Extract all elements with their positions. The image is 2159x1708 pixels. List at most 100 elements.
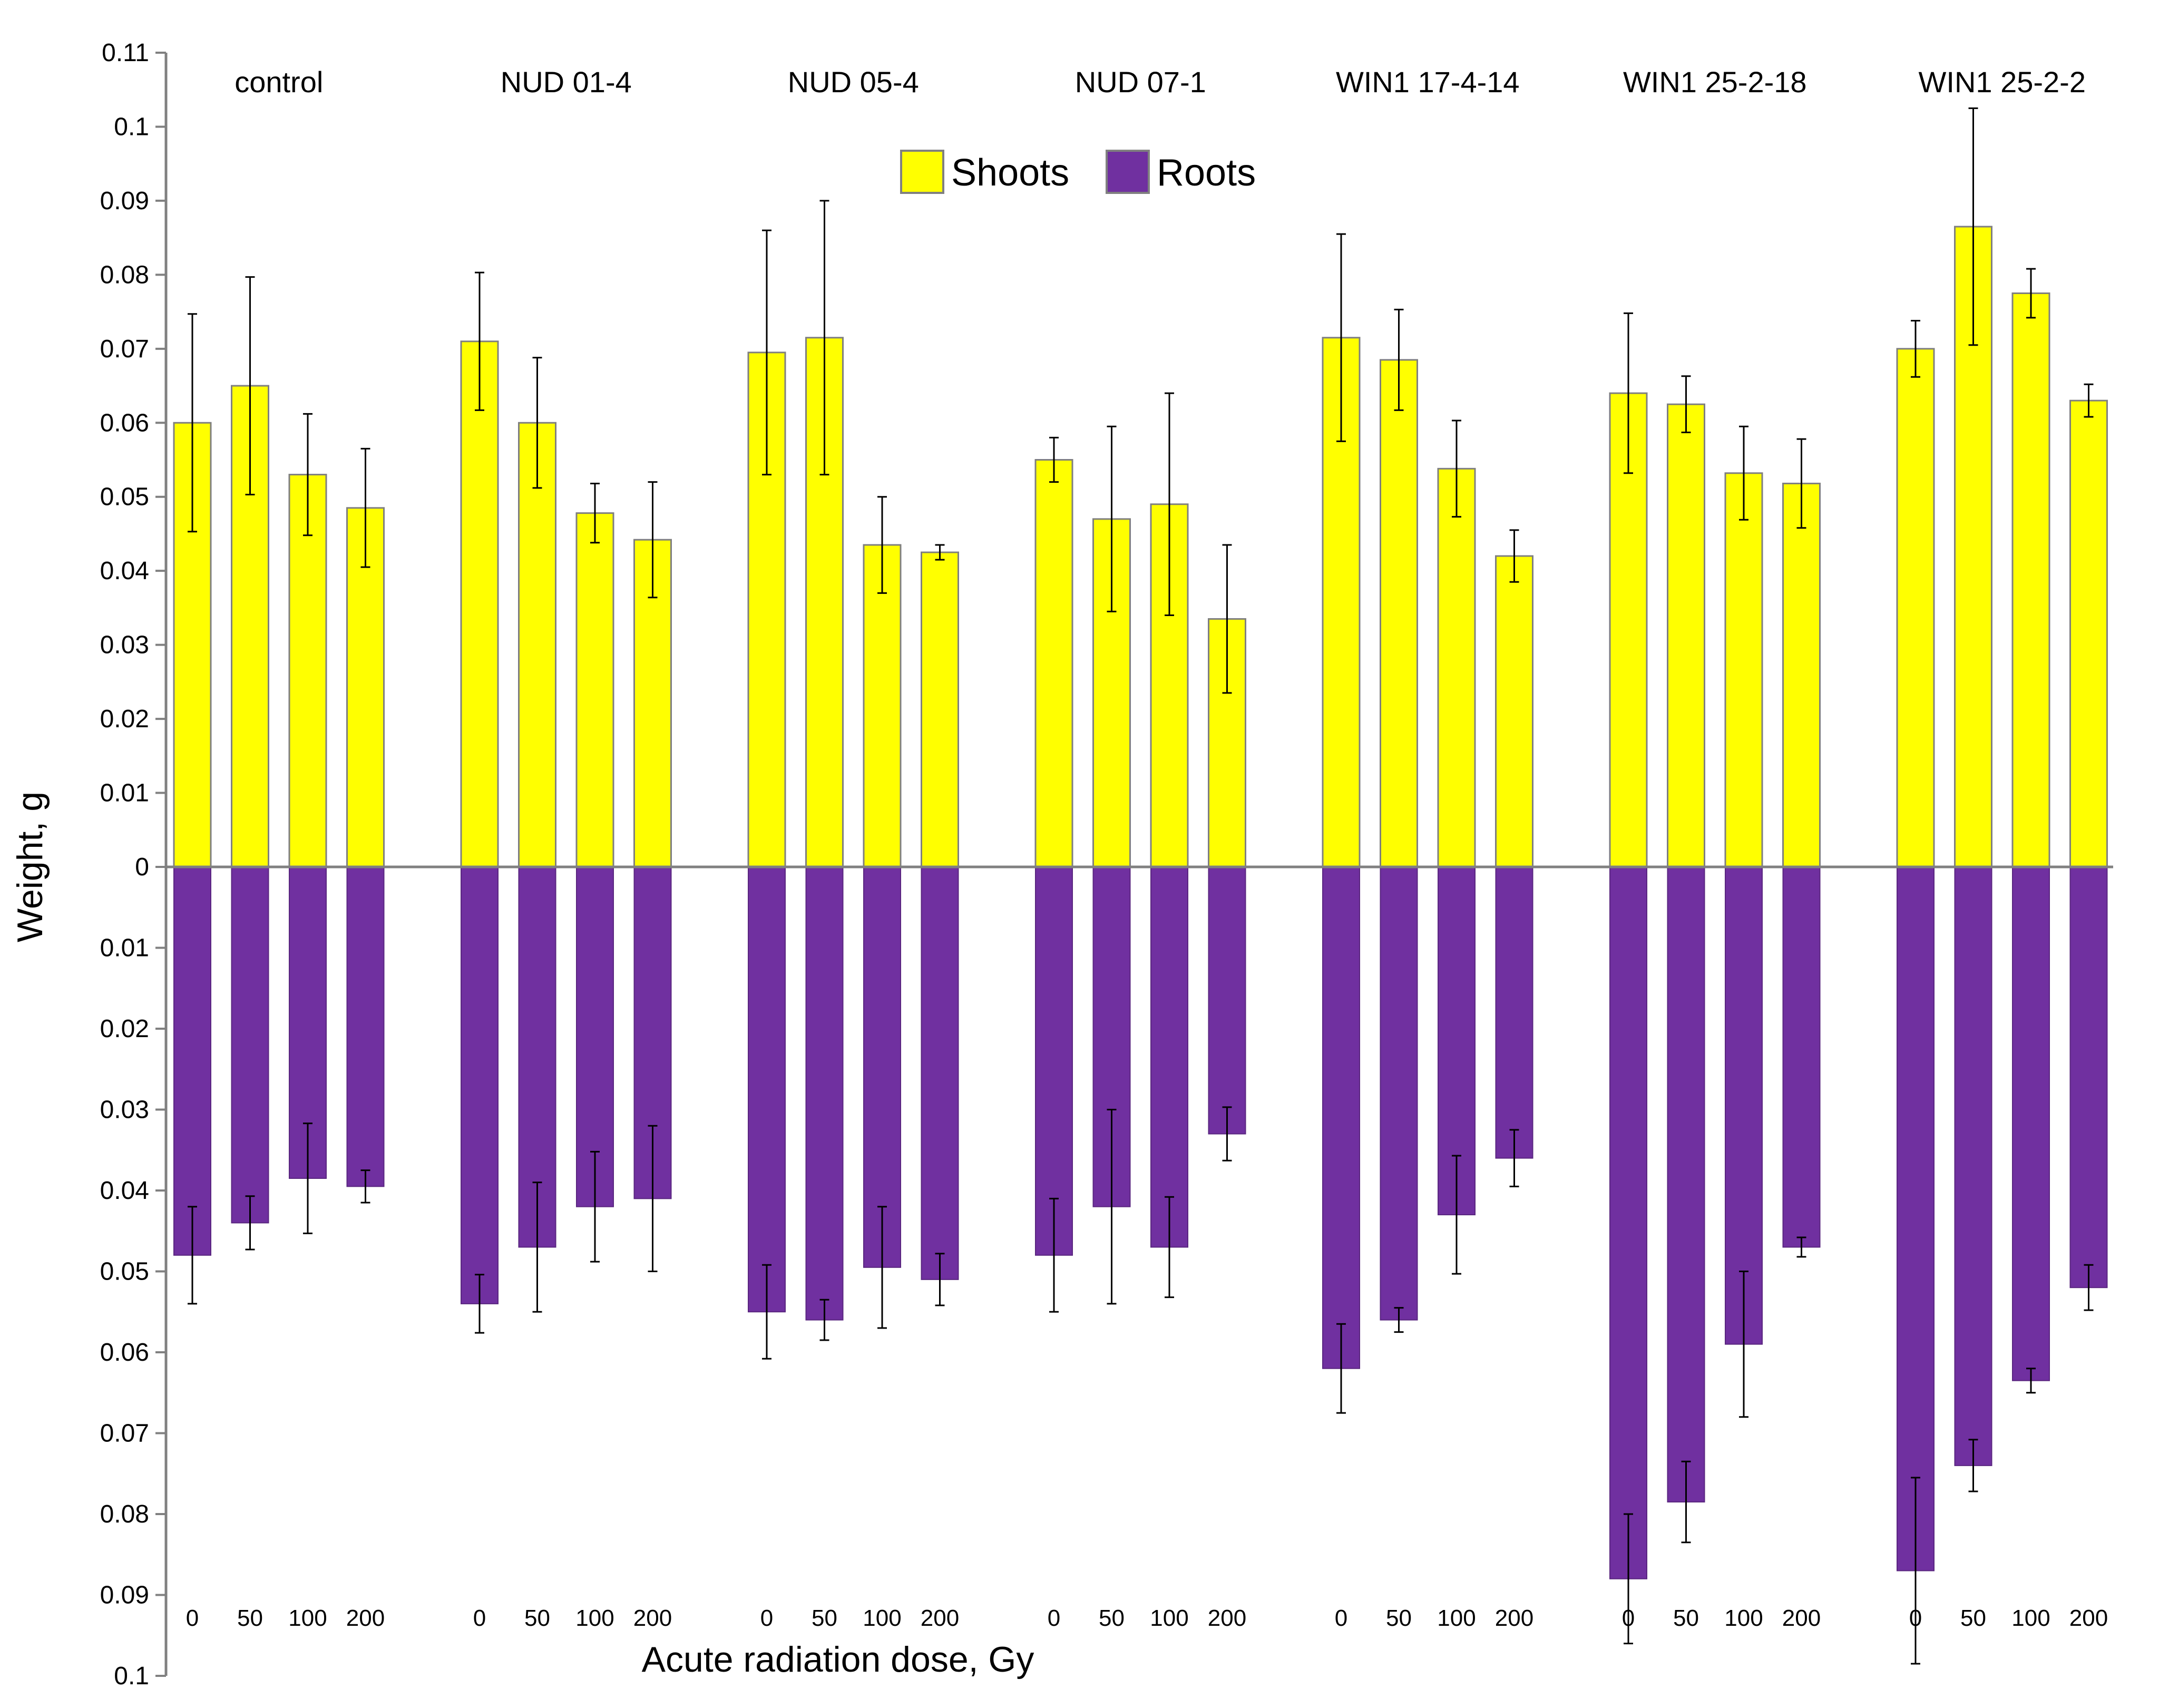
y-tick-label: 0 (135, 853, 149, 881)
y-ticks-layer: 0.11 0.1 0.09 0.08 0.07 0.06 0.05 0.04 0.03 0.02 0… (100, 39, 166, 1690)
dose-tick-label: 100 (1437, 1605, 1476, 1631)
group-label: NUD 01-4 (501, 65, 632, 99)
dose-tick-label: 0 (1335, 1605, 1347, 1631)
roots-bar (1150, 866, 1188, 1248)
roots-bar (1667, 866, 1705, 1502)
shoots-bar (863, 544, 902, 868)
dose-tick-label: 100 (575, 1605, 614, 1631)
dose-tick-label: 200 (2069, 1605, 2108, 1631)
y-tick-label: 0.02 (100, 1015, 149, 1043)
legend-swatch-shoots (900, 150, 944, 194)
shoots-bar (1896, 348, 1935, 868)
dose-tick-label: 0 (1048, 1605, 1060, 1631)
shoots-bar (1667, 403, 1705, 868)
y-tick-label: 0.09 (100, 1582, 149, 1609)
bars-layer (173, 226, 2108, 1579)
dose-tick-label: 200 (1208, 1605, 1246, 1631)
shoots-bar (921, 551, 959, 868)
y-tick-label: 0.08 (100, 1500, 149, 1528)
roots-bar (1380, 866, 1418, 1321)
dose-tick-label: 0 (1622, 1605, 1635, 1631)
shoots-bar (2011, 292, 2050, 868)
dose-tick-label: 200 (633, 1605, 672, 1631)
roots-bar (1322, 866, 1360, 1369)
dose-labels-layer: 0 50 100 200 0 50 100 200 0 50 100 200 0 50 100 200 0 50 1… (186, 1605, 2108, 1631)
roots-bar (173, 866, 211, 1256)
group-label: NUD 05-4 (788, 65, 919, 99)
dose-tick-label: 200 (1495, 1605, 1533, 1631)
roots-bar (921, 866, 959, 1280)
group-label: control (235, 65, 323, 99)
roots-bar (1954, 866, 1992, 1466)
dose-tick-label: 50 (812, 1605, 837, 1631)
y-tick-label: 0.07 (100, 335, 149, 363)
y-tick-label: 0.04 (100, 557, 149, 585)
dose-tick-label: 100 (2011, 1605, 2050, 1631)
roots-bar (1035, 866, 1073, 1256)
y-tick-label: 0.01 (100, 934, 149, 962)
legend-swatch-roots (1106, 150, 1150, 194)
roots-bar (2069, 866, 2108, 1289)
roots-bar (1897, 866, 1935, 1572)
dose-tick-label: 50 (1099, 1605, 1125, 1631)
y-tick-label: 0.08 (100, 261, 149, 289)
dose-tick-label: 0 (760, 1605, 773, 1631)
legend-label-roots: Roots (1157, 152, 1256, 194)
group-labels-layer: control NUD 01-4 NUD 05-4 NUD 07-1 WIN1 17-4… (235, 65, 2086, 99)
y-tick-label: 0.04 (100, 1177, 149, 1205)
dose-tick-label: 200 (1782, 1605, 1821, 1631)
y-tick-label: 0.01 (100, 779, 149, 807)
dose-tick-label: 50 (237, 1605, 263, 1631)
y-tick-label: 0.1 (114, 1662, 149, 1690)
group-label: WIN1 25-2-2 (1919, 65, 2086, 99)
roots-bar (1495, 866, 1533, 1159)
dose-tick-label: 0 (1909, 1605, 1922, 1631)
roots-bar (863, 866, 901, 1268)
dose-tick-label: 50 (524, 1605, 550, 1631)
y-tick-label: 0.07 (100, 1420, 149, 1448)
roots-bar (2012, 866, 2050, 1381)
dose-tick-label: 0 (186, 1605, 199, 1631)
y-tick-label: 0.05 (100, 483, 149, 511)
roots-bar (576, 866, 614, 1207)
y-tick-label: 0.09 (100, 187, 149, 215)
y-axis-title: Weight, g (10, 792, 50, 942)
roots-bar (461, 866, 499, 1304)
error-bars-layer (188, 107, 2094, 1665)
roots-bar (1782, 866, 1821, 1248)
dose-tick-label: 100 (288, 1605, 327, 1631)
y-tick-label: 0.11 (102, 39, 149, 67)
shoots-bar (288, 474, 327, 868)
shoots-bar (1034, 459, 1073, 868)
shoots-bar (1782, 482, 1821, 868)
dose-tick-label: 100 (1150, 1605, 1188, 1631)
group-label: WIN1 17-4-14 (1336, 65, 1520, 99)
roots-bar (1438, 866, 1476, 1216)
y-tick-label: 0.03 (100, 1096, 149, 1124)
roots-bar (1208, 866, 1246, 1135)
shoots-bar (1724, 472, 1763, 868)
shoots-bar (1380, 359, 1418, 868)
roots-bar (1725, 866, 1763, 1345)
dose-tick-label: 100 (863, 1605, 901, 1631)
y-tick-label: 0.06 (100, 409, 149, 437)
dose-tick-label: 200 (346, 1605, 385, 1631)
x-axis-title: Acute radiation dose, Gy (642, 1639, 1034, 1680)
shoots-bar (1495, 555, 1533, 868)
roots-bar (346, 866, 385, 1187)
shoots-bar (1437, 467, 1476, 868)
y-tick-label: 0.1 (114, 113, 149, 141)
dose-tick-label: 50 (1673, 1605, 1699, 1631)
dose-tick-label: 50 (1960, 1605, 1986, 1631)
y-tick-label: 0.03 (100, 631, 149, 659)
roots-bar (805, 866, 844, 1321)
dose-tick-label: 0 (473, 1605, 486, 1631)
y-tick-label: 0.05 (100, 1258, 149, 1286)
y-tick-label: 0.02 (100, 705, 149, 733)
legend: Shoots Roots (900, 150, 1256, 194)
shoots-bar (575, 512, 614, 868)
shoots-bar (460, 340, 499, 868)
roots-bar (231, 866, 269, 1224)
roots-bar (748, 866, 786, 1313)
